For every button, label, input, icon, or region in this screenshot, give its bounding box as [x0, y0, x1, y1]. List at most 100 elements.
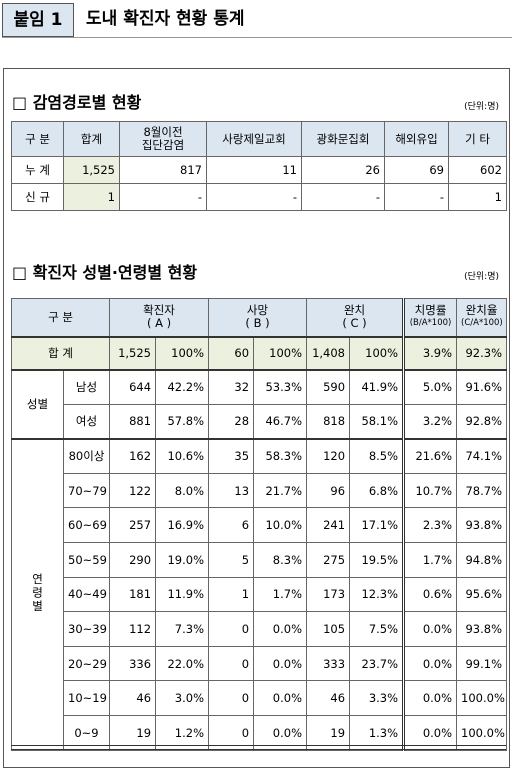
cell: 8.0%	[155, 472, 210, 509]
cell: 92.8%	[456, 403, 508, 440]
row-label: 40~49	[62, 576, 111, 613]
row-label: 남성	[62, 369, 111, 405]
attachment-label: 붙임 1	[2, 3, 74, 37]
data-row: 누 계 1,525 817 11 26 69 602	[11, 156, 507, 184]
group-text: 성별	[26, 397, 49, 412]
data-row: 연령별 80이상 162 10.6% 35 58.3% 120 8.5% 21.6% 74.1%	[11, 438, 508, 751]
cell: 1.7%	[402, 541, 458, 578]
cell: 100.0%	[456, 714, 508, 751]
header-row: 구 분 합계 8월이전 집단감염 사랑제일교회 광화문집회 해외유입 기 타	[11, 121, 507, 157]
cell: 17.1%	[349, 507, 405, 543]
row-label: 30~39	[62, 611, 111, 647]
cell: 19.5%	[349, 541, 405, 578]
section-title: □ 확진자 성별·연령별 현황	[12, 263, 198, 282]
cell: 11	[206, 156, 302, 184]
row-label: 60~69	[62, 507, 111, 543]
cell: 602	[448, 156, 507, 184]
cell: 58.3%	[253, 438, 308, 474]
data-row: 40~49 181 11.9% 1 1.7% 173 12.3% 0.6% 95.6%	[12, 576, 508, 613]
cell: 91.6%	[456, 369, 508, 405]
demographic-table: 구 분 확진자( A ) 사망( B ) 완치( C ) 치명률 (B/A*100) 완치율…	[10, 298, 508, 751]
cell: 46.7%	[253, 403, 308, 440]
cell: 3.0%	[155, 680, 210, 716]
row-label: 합 계	[10, 336, 111, 371]
row-label: 여성	[62, 403, 111, 440]
cell: 93.8%	[456, 611, 508, 647]
cell: 16.9%	[155, 507, 210, 543]
cell: 0	[208, 680, 255, 716]
column-name: 치명률	[414, 303, 447, 318]
cell: 275	[306, 541, 351, 578]
cell: 120	[306, 438, 351, 474]
cell: 8.3%	[253, 541, 308, 578]
total-row: 합 계 1,525 100% 60 100% 1,408 100% 3.9% 92.3%	[10, 336, 508, 371]
cell: 1.7%	[253, 576, 308, 613]
data-row: 30~39 112 7.3% 0 0.0% 105 7.5% 0.0% 93.8%	[12, 611, 508, 647]
column-header: 확진자( A )	[109, 298, 210, 338]
cell: 644	[109, 369, 157, 405]
cell: 1,408	[306, 336, 351, 371]
cell: 46	[109, 680, 157, 716]
cell: 817	[119, 156, 207, 184]
cell: 99.1%	[456, 645, 508, 682]
header: 붙임 1 도내 확진자 현황 통계	[2, 3, 512, 38]
column-header: 해외유입	[384, 121, 449, 157]
cell: 1	[448, 183, 507, 211]
data-row: 20~29 336 22.0% 0 0.0% 333 23.7% 0.0% 99.1%	[12, 645, 508, 682]
cell: 0.0%	[402, 611, 458, 647]
cell: 3.9%	[402, 336, 458, 371]
group-label: 연령별	[11, 438, 64, 751]
cell: 6	[208, 507, 255, 543]
cell: 21.7%	[253, 472, 308, 509]
cell: 1,525	[109, 336, 157, 371]
row-label: 80이상	[62, 438, 111, 474]
cell: 0.0%	[402, 714, 458, 751]
column-header: 치명률 (B/A*100)	[402, 298, 458, 338]
cell: 58.1%	[349, 403, 405, 440]
header-row: 구 분 확진자( A ) 사망( B ) 완치( C ) 치명률 (B/A*100) 완치율…	[10, 298, 508, 338]
cell: 0	[208, 645, 255, 682]
cell: 42.2%	[155, 369, 210, 405]
column-sub: ( B )	[245, 316, 270, 331]
cell: 26	[301, 156, 385, 184]
unit-label: (단위:명)	[464, 102, 499, 112]
cell: 12.3%	[349, 576, 405, 613]
cell: 41.9%	[349, 369, 405, 405]
cell: 100.0%	[456, 680, 508, 716]
cell: -	[301, 183, 385, 211]
cell: 93.8%	[456, 507, 508, 543]
data-row: 70~79 122 8.0% 13 21.7% 96 6.8% 10.7% 78.7%	[12, 472, 508, 509]
cell: -	[119, 183, 207, 211]
data-row: 50~59 290 19.0% 5 8.3% 275 19.5% 1.7% 94.8%	[12, 541, 508, 578]
cell: 2.3%	[402, 507, 458, 543]
content-box: □ 감염경로별 현황 (단위:명) 구 분 합계 8월이전 집단감염 사랑제일교회 광화…	[3, 68, 510, 768]
cell: 100%	[155, 336, 210, 371]
cell: 1	[63, 183, 120, 211]
row-label: 0~9	[62, 714, 111, 751]
cell: 0.0%	[253, 714, 308, 751]
cell: 10.6%	[155, 438, 210, 474]
cell: 13	[208, 472, 255, 509]
cell: 590	[306, 369, 351, 405]
cell: 336	[109, 645, 157, 682]
cell: 28	[208, 403, 255, 440]
column-header: 완치( C )	[306, 298, 405, 338]
column-header: 합계	[63, 121, 120, 157]
unit-label: (단위:명)	[464, 272, 499, 282]
cell: 94.8%	[456, 541, 508, 578]
group-text: 연령별	[30, 572, 45, 614]
cell: 0.0%	[253, 645, 308, 682]
cell: 290	[109, 541, 157, 578]
row-label: 50~59	[62, 541, 111, 578]
cell: 60	[208, 336, 255, 371]
cell: 78.7%	[456, 472, 508, 509]
cell: 100%	[253, 336, 308, 371]
column-header: 완치율 (C/A*100)	[456, 298, 508, 338]
cell: 3.2%	[402, 403, 458, 440]
cell: 53.3%	[253, 369, 308, 405]
cell: 162	[109, 438, 157, 474]
cell: 818	[306, 403, 351, 440]
cell: 10.7%	[402, 472, 458, 509]
